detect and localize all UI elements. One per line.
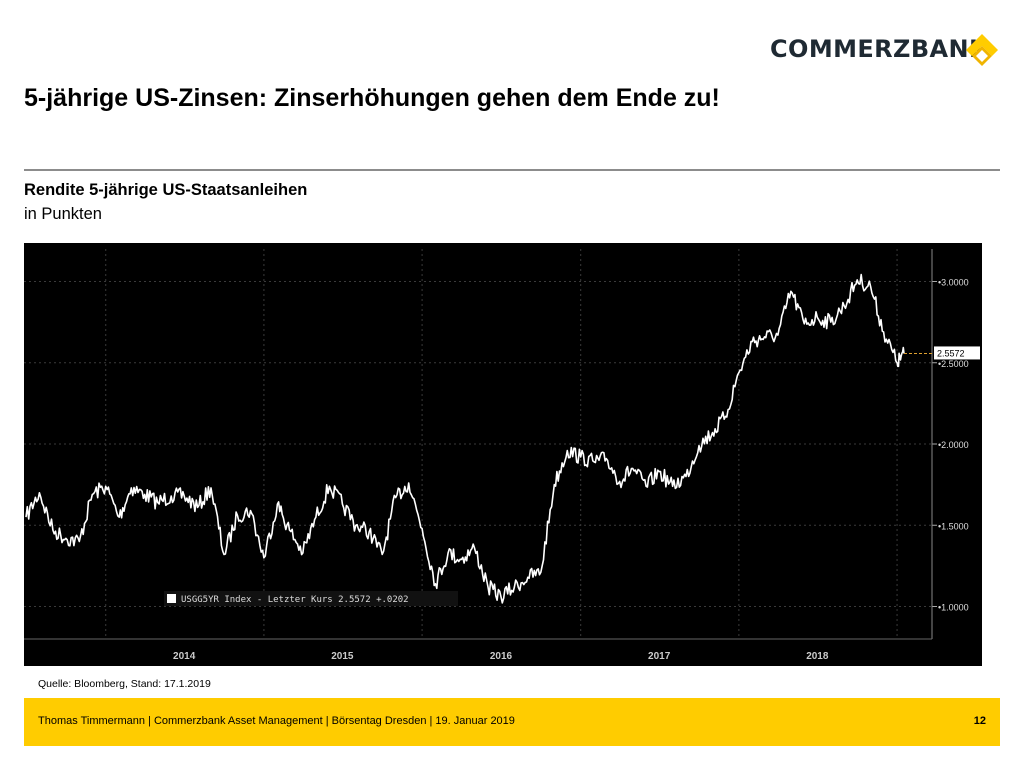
source-note: Quelle: Bloomberg, Stand: 17.1.2019 bbox=[38, 678, 211, 690]
x-tick-label: 2015 bbox=[331, 651, 354, 662]
series-line bbox=[25, 273, 905, 604]
y-tick-label: •3.0000 bbox=[938, 278, 969, 288]
title-divider bbox=[24, 169, 1000, 171]
legend-swatch bbox=[167, 594, 176, 603]
legend-label: USGG5YR Index - Letzter Kurs 2.5572 +.02… bbox=[181, 595, 409, 605]
legend-box bbox=[164, 591, 458, 606]
y-tick-label: •1.5000 bbox=[938, 521, 969, 531]
y-tick-label: •2.0000 bbox=[938, 440, 969, 450]
y-tick-label: •2.5000 bbox=[938, 359, 969, 369]
footer-bar: Thomas Timmermann | Commerzbank Asset Ma… bbox=[24, 698, 1000, 746]
commerzbank-ribbon-icon bbox=[966, 34, 998, 66]
x-tick-label: 2016 bbox=[490, 651, 513, 662]
page-title: 5-jährige US-Zinsen: Zinserhöhungen gehe… bbox=[24, 84, 720, 112]
brand-name: COMMERZBANK bbox=[770, 35, 989, 63]
chart-title: Rendite 5-jährige US-Staatsanleihen bbox=[24, 181, 308, 199]
chart-svg: •1.0000 •1.5000 •2.0000 •2.5000 •3.0000 2014 2… bbox=[24, 243, 982, 666]
last-value-label: 2.5572 bbox=[937, 348, 965, 358]
x-tick-label: 2017 bbox=[648, 651, 671, 662]
last-value-box bbox=[934, 346, 980, 360]
page-number: 12 bbox=[973, 715, 986, 727]
bloomberg-chart: •1.0000 •1.5000 •2.0000 •2.5000 •3.0000 2014 2… bbox=[24, 243, 982, 666]
footer-text: Thomas Timmermann | Commerzbank Asset Ma… bbox=[38, 715, 515, 727]
x-tick-label: 2014 bbox=[173, 651, 196, 662]
chart-subtitle: in Punkten bbox=[24, 205, 102, 223]
commerzbank-logo: COMMERZBANK bbox=[770, 32, 1002, 70]
x-tick-label: 2018 bbox=[806, 651, 829, 662]
y-tick-label: •1.0000 bbox=[938, 603, 969, 613]
